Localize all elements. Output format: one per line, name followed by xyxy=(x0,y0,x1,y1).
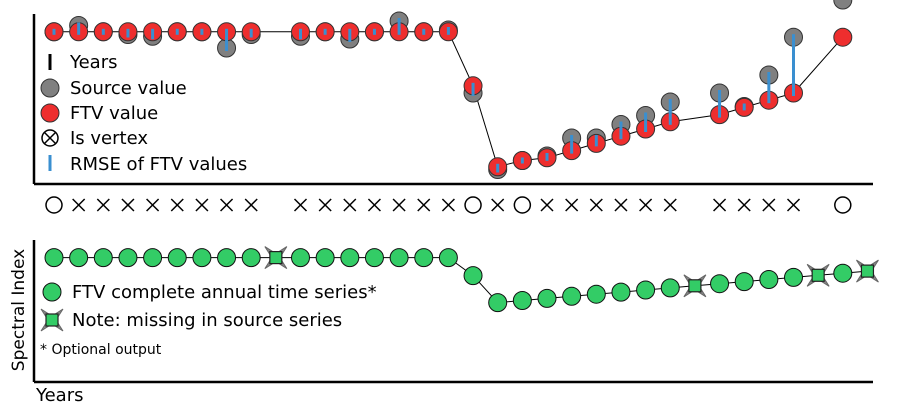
complete-series-point xyxy=(143,248,163,268)
top-legend: Years Source value FTV value Is vertex R… xyxy=(40,52,247,175)
non-vertex-marker xyxy=(737,198,751,212)
complete-series-point xyxy=(192,248,212,268)
non-vertex-marker xyxy=(614,198,628,212)
missing-year-point xyxy=(264,246,288,270)
complete-series-point xyxy=(562,286,582,306)
complete-series-point xyxy=(44,248,64,268)
footnote-optional-output: * Optional output xyxy=(40,342,162,358)
non-vertex-marker xyxy=(540,198,554,212)
complete-series-point xyxy=(512,291,532,310)
top-panel-marks xyxy=(44,0,853,179)
complete-series-point xyxy=(167,248,187,268)
y-axis-label: Spectral Index xyxy=(9,249,29,371)
non-vertex-marker xyxy=(639,198,653,212)
complete-series-point xyxy=(463,266,483,286)
non-vertex-marker xyxy=(589,198,603,212)
non-vertex-marker xyxy=(663,198,677,212)
non-vertex-marker xyxy=(417,198,431,212)
non-vertex-marker xyxy=(146,198,160,212)
complete-series-point xyxy=(291,248,310,268)
non-vertex-marker xyxy=(762,198,776,212)
non-vertex-marker xyxy=(367,198,381,212)
complete-series-point xyxy=(784,267,803,287)
complete-series-point xyxy=(217,248,237,268)
complete-series-point xyxy=(734,272,754,292)
complete-series-point xyxy=(636,280,656,300)
legend-ftv-swatch xyxy=(40,103,60,123)
legend-complete-swatch xyxy=(42,282,62,302)
complete-series-point xyxy=(586,284,606,304)
complete-series-point xyxy=(438,248,458,268)
vertex-marker xyxy=(513,196,532,214)
ftv-point xyxy=(833,27,853,47)
non-vertex-marker xyxy=(121,198,135,212)
complete-series-point xyxy=(611,282,631,302)
complete-series-point xyxy=(340,248,360,268)
legend-source-swatch xyxy=(40,78,60,98)
legend-complete-label: FTV complete annual time series* xyxy=(72,282,377,303)
complete-series-point xyxy=(69,248,89,268)
non-vertex-marker xyxy=(441,198,455,212)
bottom-panel-marks xyxy=(44,246,879,313)
vertex-marker xyxy=(834,196,852,214)
legend-missing-swatch xyxy=(40,308,64,332)
non-vertex-marker xyxy=(293,198,308,212)
legend-years-label: Years xyxy=(69,52,118,73)
non-vertex-marker xyxy=(392,198,406,212)
source-point xyxy=(833,0,853,10)
non-vertex-marker xyxy=(343,198,357,212)
complete-series-line xyxy=(54,257,868,304)
non-vertex-marker xyxy=(318,198,332,212)
missing-year-point xyxy=(683,274,707,298)
legend-missing-marker xyxy=(40,308,64,332)
non-vertex-marker xyxy=(565,198,579,212)
complete-series-point xyxy=(710,274,730,294)
non-vertex-marker xyxy=(220,198,234,212)
complete-series-point xyxy=(241,248,261,268)
non-vertex-marker xyxy=(244,198,258,212)
missing-year-point xyxy=(806,263,830,287)
x-axis-label: Years xyxy=(35,385,84,406)
complete-series-point xyxy=(537,288,557,308)
non-vertex-marker xyxy=(96,198,110,212)
vertex-marker xyxy=(45,196,63,214)
legend-vertex-swatch xyxy=(41,129,59,147)
complete-series-point xyxy=(364,248,384,268)
complete-series-point xyxy=(414,248,434,268)
non-vertex-marker xyxy=(72,198,86,212)
non-vertex-marker xyxy=(491,198,505,212)
complete-series-point xyxy=(660,278,680,298)
complete-series-point xyxy=(93,248,113,268)
vertex-indicator-row xyxy=(45,196,852,214)
non-vertex-marker xyxy=(195,198,209,212)
complete-series-point xyxy=(833,263,853,283)
missing-year-point xyxy=(856,259,879,283)
complete-series-point xyxy=(389,248,409,268)
complete-series-point xyxy=(488,293,508,313)
legend-vertex-label: Is vertex xyxy=(70,128,148,149)
legend-missing-label: Note: missing in source series xyxy=(72,310,342,331)
vertex-marker xyxy=(464,196,482,214)
non-vertex-marker xyxy=(713,198,727,212)
complete-series-point xyxy=(118,248,138,268)
complete-series-point xyxy=(315,248,335,268)
bottom-legend: FTV complete annual time series* Note: m… xyxy=(40,282,377,358)
complete-series-point xyxy=(759,270,779,289)
non-vertex-marker xyxy=(786,198,801,212)
non-vertex-marker xyxy=(170,198,184,212)
legend-ftv-label: FTV value xyxy=(70,103,158,124)
legend-source-label: Source value xyxy=(70,78,187,99)
legend-rmse-label: RMSE of FTV values xyxy=(70,154,247,175)
